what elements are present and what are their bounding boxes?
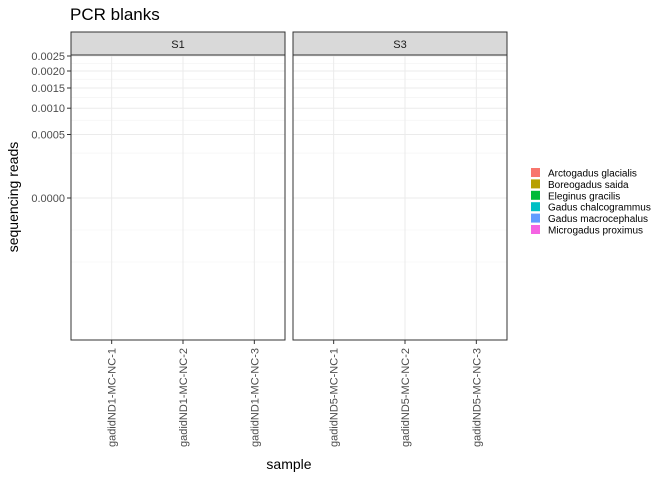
chart-title: PCR blanks bbox=[70, 5, 160, 24]
x-axis-label: sample bbox=[266, 456, 311, 472]
legend-label-0: Arctogadus glacialis bbox=[548, 169, 637, 180]
y-tick-label: 0.0025 bbox=[31, 51, 65, 63]
legend-swatch-5 bbox=[531, 225, 540, 234]
legend-swatch-1 bbox=[531, 179, 540, 189]
plot-layer: S1 gadidND1-MC-NC-1 gadidND1-MC-NC-2 gadidN… bbox=[31, 31, 508, 447]
x-tick-label: gadidND1-MC-NC-3 bbox=[249, 348, 261, 447]
legend-swatch-3 bbox=[531, 202, 540, 212]
y-tick-label: 0.0015 bbox=[31, 83, 65, 95]
facet-label-1: S3 bbox=[393, 39, 406, 51]
legend-swatch-2 bbox=[531, 190, 540, 200]
legend-label-2: Eleginus gracilis bbox=[548, 191, 620, 202]
legend-label-1: Boreogadus saida bbox=[548, 180, 629, 191]
facet-label-0: S1 bbox=[171, 39, 184, 51]
y-tick-label: 0.0010 bbox=[31, 103, 65, 115]
x-tick-label: gadidND1-MC-NC-1 bbox=[107, 348, 119, 447]
x-tick-label: gadidND5-MC-NC-2 bbox=[400, 348, 412, 447]
y-tick-label: 0.0020 bbox=[31, 66, 65, 78]
x-tick-label: gadidND1-MC-NC-2 bbox=[178, 348, 190, 447]
x-tick-label: gadidND5-MC-NC-3 bbox=[471, 348, 483, 447]
legend-label-5: Microgadus proximus bbox=[548, 226, 643, 237]
legend-swatch-4 bbox=[531, 213, 540, 223]
y-tick-label: 0.0005 bbox=[31, 129, 65, 141]
x-tick-label: gadidND5-MC-NC-1 bbox=[329, 348, 341, 447]
y-tick-label: 0.0000 bbox=[31, 193, 65, 205]
legend-swatch-0 bbox=[531, 168, 540, 177]
legend-label-3: Gadus chalcogrammus bbox=[548, 203, 651, 214]
legend-label-4: Gadus macrocephalus bbox=[548, 214, 648, 225]
panel-border-1 bbox=[292, 54, 508, 341]
y-axis-label: sequencing reads bbox=[5, 142, 21, 253]
